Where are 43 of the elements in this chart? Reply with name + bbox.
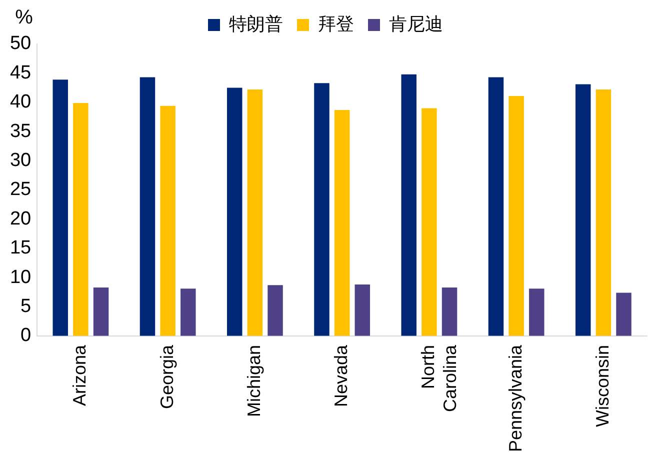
bar [268, 285, 283, 336]
y-tick-label: 45 [10, 62, 32, 84]
bar [354, 284, 370, 336]
legend-label: 特朗普 [229, 14, 283, 34]
x-tick-label: Michigan [244, 344, 264, 417]
x-tick-label: Wisconsin [592, 344, 612, 427]
x-tick-label: Pennsylvania [505, 344, 526, 452]
bar [314, 83, 330, 336]
y-tick-label: 50 [10, 33, 32, 54]
bar [334, 110, 350, 336]
bar [52, 80, 68, 336]
bar [529, 288, 544, 336]
bar [508, 96, 524, 336]
y-axis-title: % [15, 6, 34, 29]
x-tick-label: Nevada [331, 344, 352, 407]
legend-label: 肯尼迪 [389, 14, 443, 34]
y-tick-label: 10 [10, 266, 32, 288]
x-tick-label: Georgia [156, 344, 177, 409]
bar [247, 90, 263, 336]
bar [226, 88, 242, 336]
bar [422, 108, 437, 336]
x-tick-label: Arizona [70, 344, 90, 406]
bar [442, 287, 458, 336]
y-tick-label: 35 [10, 120, 32, 142]
y-tick-label: 40 [10, 92, 32, 113]
y-tick-label: 20 [10, 208, 32, 230]
bar [73, 102, 88, 336]
bar [160, 106, 176, 336]
y-tick-label: 30 [10, 150, 32, 172]
bar [401, 74, 416, 336]
bar [596, 90, 612, 336]
bar [140, 77, 156, 336]
bar [575, 84, 591, 336]
y-tick-label: 5 [20, 296, 32, 317]
y-tick-label: 0 [20, 325, 32, 346]
x-tick-label: North Carolina [418, 344, 460, 412]
y-tick-label: 25 [10, 179, 32, 200]
bar [93, 287, 109, 336]
bar [488, 77, 504, 336]
bar [616, 292, 632, 336]
bar [180, 288, 196, 336]
legend-label: 拜登 [318, 14, 354, 34]
y-tick-label: 15 [10, 238, 32, 259]
